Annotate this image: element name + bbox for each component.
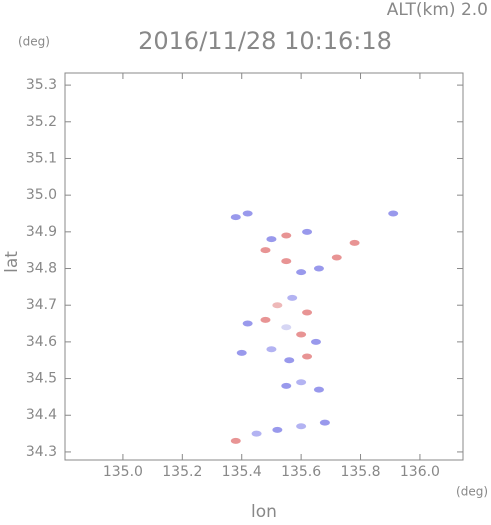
radar-echo xyxy=(302,309,313,316)
x-tick-label: 135.0 xyxy=(103,464,143,480)
y-tick-label: 35.2 xyxy=(26,114,57,130)
y-tick-label: 34.4 xyxy=(26,407,57,423)
x-tick-label: 136.0 xyxy=(400,464,440,480)
y-tick-label: 34.7 xyxy=(26,297,57,313)
y-tick-label: 34.6 xyxy=(26,334,57,350)
radar-echo xyxy=(230,214,241,221)
y-tick-label: 34.3 xyxy=(26,444,57,460)
radar-echo xyxy=(242,210,253,217)
radar-echo xyxy=(296,379,307,386)
radar-echo xyxy=(302,228,313,235)
radar-echo xyxy=(296,331,307,338)
x-tick-label: 135.4 xyxy=(222,464,262,480)
y-tick-label: 35.3 xyxy=(26,77,57,93)
chart-title: 2016/11/28 10:16:18 xyxy=(138,27,392,55)
radar-echo xyxy=(296,423,307,430)
y-tick-label: 35.0 xyxy=(26,187,57,203)
radar-echo xyxy=(302,353,313,360)
radar-echo xyxy=(331,254,342,261)
x-tick-label: 135.6 xyxy=(281,464,321,480)
radar-echo xyxy=(313,265,324,272)
y-tick-label: 34.9 xyxy=(26,224,57,240)
radar-echo xyxy=(287,294,298,301)
radar-echo xyxy=(319,419,330,426)
radar-echo xyxy=(388,210,399,217)
radar-echo xyxy=(313,386,324,393)
radar-echo xyxy=(281,324,292,331)
x-tick-label: 135.2 xyxy=(162,464,202,480)
radar-echo xyxy=(266,346,277,353)
plot-frame xyxy=(64,72,464,461)
radar-echo xyxy=(260,316,271,323)
radar-echo xyxy=(266,236,277,243)
radar-echo xyxy=(284,357,295,364)
radar-echo xyxy=(272,302,283,309)
y-tick-label: 34.5 xyxy=(26,371,57,387)
radar-echo xyxy=(251,430,262,437)
y-tick-label: 35.1 xyxy=(26,150,57,166)
radar-echo xyxy=(260,247,271,254)
radar-echo xyxy=(281,258,292,265)
radar-echo xyxy=(242,320,253,327)
radar-echo xyxy=(236,349,247,356)
y-axis-label: lat xyxy=(2,251,22,273)
x-axis-label: lon xyxy=(251,502,277,521)
radar-echo xyxy=(230,437,241,444)
radar-echo xyxy=(310,338,321,345)
y-tick-label: 34.8 xyxy=(26,261,57,277)
radar-echo xyxy=(272,426,283,433)
x-unit: (deg) xyxy=(456,485,488,499)
radar-echo xyxy=(281,232,292,239)
subtitle: ALT(km) 2.0 xyxy=(387,0,488,20)
y-unit: (deg) xyxy=(18,35,50,49)
x-tick-label: 135.8 xyxy=(340,464,380,480)
radar-echo xyxy=(281,382,292,389)
radar-echo xyxy=(349,239,360,246)
radar-echo xyxy=(296,269,307,276)
